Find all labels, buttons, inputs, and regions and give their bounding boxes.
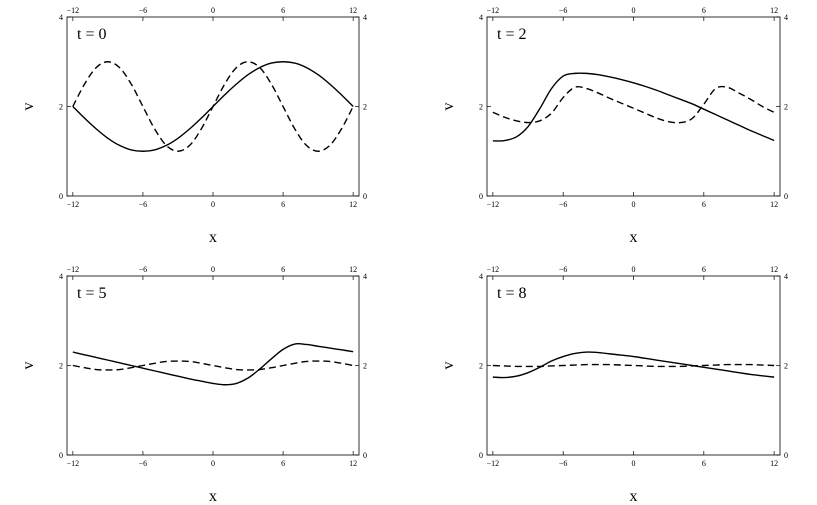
y-tick-label-right: 0 [784, 451, 788, 460]
solid-series-line [492, 72, 775, 142]
plot-frame [66, 275, 360, 456]
x-tick-label-top: 0 [632, 265, 636, 274]
x-tick-label-bottom: −12 [67, 459, 80, 468]
y-tick-label-right: 0 [784, 192, 788, 201]
y-tick-label-left: 2 [59, 103, 63, 112]
x-tick-label-top: −12 [67, 265, 80, 274]
x-tick-label-bottom: 0 [632, 459, 636, 468]
panel-annotation: t = 8 [497, 285, 526, 302]
y-tick-label-left: 2 [479, 103, 483, 112]
solid-series-line [72, 342, 354, 386]
x-tick-label-top: 0 [211, 6, 215, 15]
panel-annotation: t = 5 [77, 285, 106, 302]
x-tick-label-top: 6 [281, 265, 285, 274]
y-tick-label-right: 4 [784, 272, 788, 281]
x-tick-label-bottom: −12 [487, 200, 500, 209]
x-tick-label-bottom: 0 [211, 459, 215, 468]
x-tick-label-top: −12 [487, 6, 500, 15]
x-tick-label-bottom: 6 [702, 459, 706, 468]
y-axis-label: v [20, 103, 37, 111]
x-tick-label-top: −6 [139, 265, 148, 274]
x-tick-label-bottom: 12 [349, 459, 357, 468]
x-tick-label-top: 6 [702, 6, 706, 15]
x-tick-label-bottom: 6 [281, 200, 285, 209]
y-tick-label-right: 2 [363, 103, 367, 112]
x-tick-label-top: −6 [559, 6, 568, 15]
y-tick-label-right: 2 [784, 362, 788, 371]
y-tick-label-right: 2 [784, 103, 788, 112]
x-tick-label-top: −12 [67, 6, 80, 15]
y-tick-label-left: 2 [59, 362, 63, 371]
panel-annotation: t = 2 [497, 26, 526, 43]
panel-annotation: t = 0 [77, 26, 106, 43]
y-tick-label-right: 0 [363, 192, 367, 201]
x-tick-label-bottom: 12 [770, 459, 778, 468]
chart-panel-2: −12 −12 −6 −6 0 0 6 6 12 12 0 0 2 2 4 4 x v t = 2 [440, 6, 788, 246]
x-tick-label-top: 6 [702, 265, 706, 274]
x-tick-label-top: 12 [770, 6, 778, 15]
x-tick-label-bottom: −12 [67, 200, 80, 209]
y-tick-label-right: 4 [363, 13, 367, 22]
x-tick-label-top: 6 [281, 6, 285, 15]
x-tick-label-bottom: 12 [770, 200, 778, 209]
chart-panel-4: −12 −12 −6 −6 0 0 6 6 12 12 0 0 2 2 4 4 x v t = 8 [440, 265, 788, 505]
x-tick-label-bottom: −6 [559, 459, 568, 468]
y-axis-label: v [440, 103, 457, 111]
x-tick-label-bottom: 6 [702, 200, 706, 209]
x-tick-label-top: −12 [487, 265, 500, 274]
dashed-series-line [72, 61, 354, 152]
x-axis-label: x [630, 488, 638, 505]
y-tick-label-right: 2 [363, 362, 367, 371]
x-tick-label-bottom: −12 [487, 459, 500, 468]
y-tick-label-left: 4 [479, 13, 483, 22]
y-tick-label-left: 0 [479, 451, 483, 460]
x-axis-label: x [630, 229, 638, 246]
dashed-series-line [72, 360, 354, 371]
y-axis-label: v [440, 362, 457, 370]
y-tick-label-left: 4 [59, 272, 63, 281]
x-tick-label-bottom: 12 [349, 200, 357, 209]
x-tick-label-top: 12 [770, 265, 778, 274]
x-tick-label-bottom: 0 [211, 200, 215, 209]
y-tick-label-left: 2 [479, 362, 483, 371]
x-axis-label: x [209, 229, 217, 246]
solid-series-line [492, 351, 775, 379]
x-tick-label-top: −6 [139, 6, 148, 15]
y-tick-label-left: 0 [59, 451, 63, 460]
y-tick-label-left: 4 [479, 272, 483, 281]
dashed-series-line [492, 85, 775, 124]
chart-panel-1: −12 −12 −6 −6 0 0 6 6 12 12 0 0 2 2 4 4 x v t = 0 [20, 6, 367, 246]
y-tick-label-left: 0 [59, 192, 63, 201]
x-tick-label-top: 0 [211, 265, 215, 274]
x-tick-label-bottom: −6 [139, 459, 148, 468]
plot-frame [486, 16, 781, 197]
x-tick-label-bottom: −6 [559, 200, 568, 209]
x-axis-label: x [209, 488, 217, 505]
y-tick-label-left: 0 [479, 192, 483, 201]
y-axis-label: v [20, 362, 37, 370]
x-tick-label-bottom: −6 [139, 200, 148, 209]
y-tick-label-right: 4 [363, 272, 367, 281]
plot-frame [486, 275, 781, 456]
x-tick-label-bottom: 6 [281, 459, 285, 468]
y-tick-label-right: 0 [363, 451, 367, 460]
x-tick-label-top: 12 [349, 265, 357, 274]
x-tick-label-top: −6 [559, 265, 568, 274]
x-tick-label-top: 0 [632, 6, 636, 15]
dashed-series-line [492, 363, 775, 368]
x-tick-label-bottom: 0 [632, 200, 636, 209]
y-tick-label-left: 4 [59, 13, 63, 22]
y-tick-label-right: 4 [784, 13, 788, 22]
chart-panel-3: −12 −12 −6 −6 0 0 6 6 12 12 0 0 2 2 4 4 x v t = 5 [20, 265, 367, 505]
x-tick-label-top: 12 [349, 6, 357, 15]
